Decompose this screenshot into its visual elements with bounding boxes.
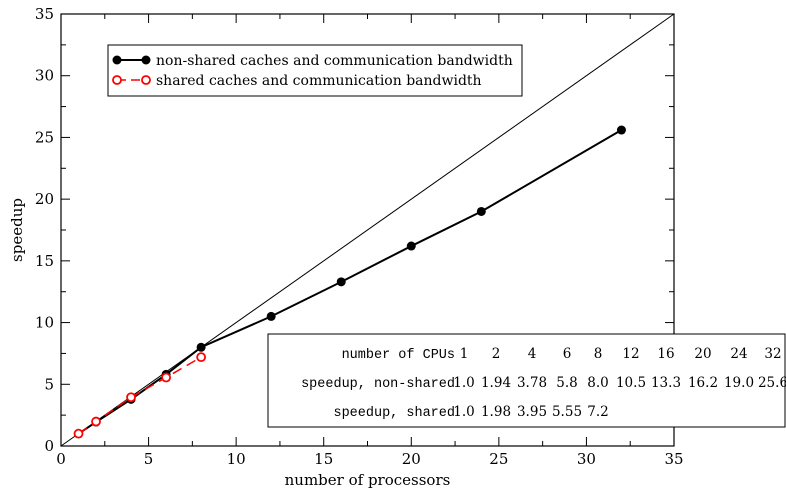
x-tick-label: 15 <box>314 450 333 468</box>
y-axis-label: speedup <box>8 198 26 262</box>
table-cell: 20 <box>694 346 711 362</box>
table-box <box>267 333 786 428</box>
legend-label-non-shared: non-shared caches and communication band… <box>156 53 513 69</box>
table-cell: 1.0 <box>453 404 474 420</box>
y-tick-label: 0 <box>44 437 54 455</box>
data-point-non-shared <box>196 342 206 352</box>
data-point-non-shared <box>476 206 486 216</box>
x-tick-label: 10 <box>227 450 246 468</box>
x-axis-label: number of processors <box>285 471 451 489</box>
legend-marker-shared <box>141 75 151 85</box>
y-tick-label: 5 <box>44 375 54 393</box>
table-cell: 24 <box>730 346 747 362</box>
data-point-non-shared <box>336 277 346 287</box>
table-cell: 3.95 <box>517 404 547 420</box>
table-row-label: speedup, shared <box>333 406 455 421</box>
table-cell: 8 <box>594 346 603 362</box>
legend-marker-non-shared <box>141 55 151 65</box>
x-tick-label: 5 <box>144 450 154 468</box>
x-tick-label: 35 <box>664 450 683 468</box>
axis-ticks: 0 5 10 15 20 25 30 35 0 5 10 15 20 25 30 35 <box>35 5 684 468</box>
y-tick-label: 35 <box>35 5 54 23</box>
y-tick-label: 20 <box>35 190 54 208</box>
table-cell: 16.2 <box>688 375 718 391</box>
table-cell: 10.5 <box>616 375 646 391</box>
x-tick-label: 20 <box>402 450 421 468</box>
table-cell: 1.98 <box>481 404 511 420</box>
legend-marker-non-shared <box>112 55 122 65</box>
table-cell: 1.94 <box>481 375 511 391</box>
table-cell: 19.0 <box>724 375 754 391</box>
table-cell: 7.2 <box>587 404 608 420</box>
y-tick-label: 15 <box>35 252 54 270</box>
table-cell: 16 <box>657 346 674 362</box>
data-point-shared <box>73 428 84 439</box>
data-point-non-shared <box>266 311 276 321</box>
x-tick-label: 25 <box>489 450 508 468</box>
table-row-label: number of CPUs <box>342 348 455 363</box>
data-point-shared <box>91 416 101 427</box>
series-line-shared <box>78 356 202 435</box>
legend-box <box>107 44 523 97</box>
table-cell: 32 <box>764 346 781 362</box>
data-point-non-shared <box>616 125 626 135</box>
table-row-label: speedup, non-shared <box>301 377 455 392</box>
y-tick-label: 10 <box>35 314 54 332</box>
table-cell: 5.55 <box>552 404 582 420</box>
x-tick-label: 0 <box>56 450 66 468</box>
table-cell: 3.78 <box>517 375 547 391</box>
series-line-non-shared <box>77 129 622 435</box>
table-cell: 8.0 <box>587 375 608 391</box>
legend-label-shared: shared caches and communication bandwidt… <box>156 73 482 89</box>
table-cell: 5.8 <box>556 375 577 391</box>
table-cell: 4 <box>528 346 537 362</box>
data-point-non-shared <box>406 241 416 251</box>
legend: non-shared caches and communication band… <box>107 44 523 97</box>
table-cell: 6 <box>563 346 572 362</box>
table-cell: 13.3 <box>651 375 681 391</box>
y-tick-label: 30 <box>35 67 54 85</box>
data-point-shared <box>126 392 136 403</box>
table-cell: 25.6 <box>758 375 786 391</box>
legend-marker-shared <box>112 75 122 85</box>
table-cell: 1 <box>460 346 469 362</box>
table-cell: 12 <box>622 346 639 362</box>
table-cell: 1.0 <box>453 375 474 391</box>
table-cell: 2 <box>492 346 501 362</box>
y-tick-label: 25 <box>35 128 54 146</box>
data-point-shared <box>196 352 207 363</box>
data-series <box>73 125 626 439</box>
x-tick-label: 30 <box>577 450 596 468</box>
data-point-shared <box>161 372 171 383</box>
